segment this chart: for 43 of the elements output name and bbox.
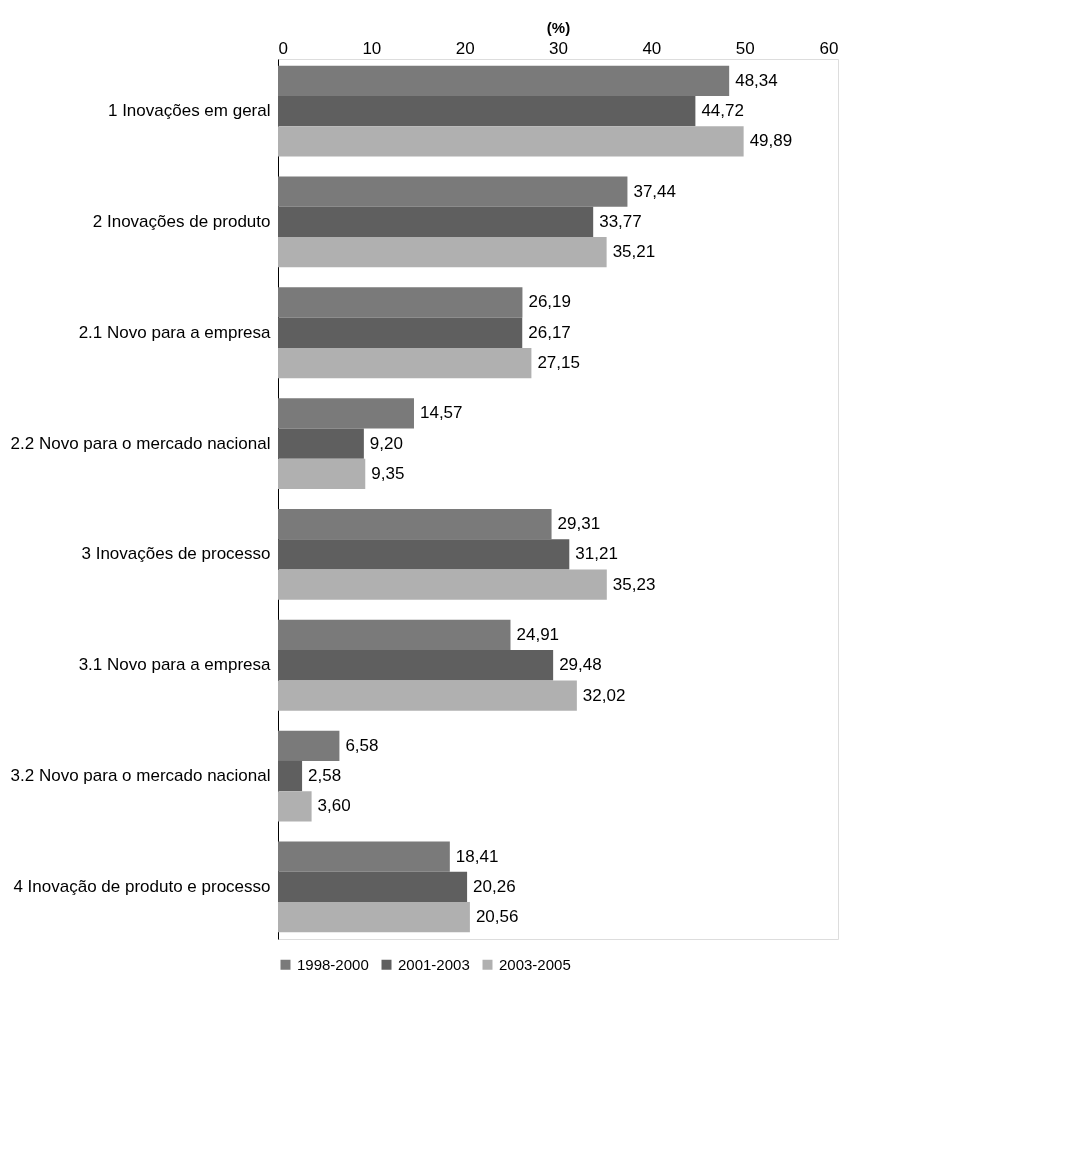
data-label: 29,31 — [557, 514, 601, 534]
y-tick-label: 2 Inovações de produto — [92, 211, 271, 231]
data-label: 14,57 — [419, 403, 463, 423]
data-label: 18,41 — [455, 846, 499, 866]
data-label: 9,35 — [371, 463, 405, 483]
data-label: 20,56 — [475, 907, 519, 927]
data-label: 6,58 — [345, 735, 379, 755]
y-tick-label: 3.2 Novo para o mercado nacional — [10, 766, 271, 786]
legend-label: 2003-2005 — [499, 955, 571, 973]
x-tick-label: 60 — [819, 38, 839, 58]
data-label: 24,91 — [516, 624, 560, 644]
data-label: 31,21 — [575, 544, 618, 564]
data-label: 27,15 — [537, 353, 580, 373]
data-label: 26,17 — [528, 322, 571, 342]
data-label: 20,26 — [473, 876, 516, 896]
data-label: 26,19 — [528, 292, 571, 312]
data-label: 35,23 — [612, 574, 656, 594]
data-label: 44,72 — [701, 101, 744, 121]
data-label: 49,89 — [749, 131, 793, 151]
data-label: 48,34 — [735, 70, 778, 90]
data-label: 33,77 — [599, 211, 642, 231]
data-label: 2,58 — [308, 766, 342, 786]
data-label: 29,48 — [559, 655, 602, 675]
data-label: 35,21 — [612, 242, 656, 262]
y-tick-label: 3.1 Novo para a empresa — [78, 655, 272, 675]
y-tick-label: 2.2 Novo para o mercado nacional — [10, 433, 271, 453]
y-tick-label: 4 Inovação de produto e processo — [13, 876, 271, 896]
legend-label: 2001-2003 — [398, 955, 470, 973]
data-label: 9,20 — [369, 433, 403, 453]
x-axis-title: (%) — [546, 18, 571, 36]
x-tick-label: 40 — [642, 38, 662, 58]
y-tick-label: 3 Inovações de processo — [81, 544, 271, 564]
y-tick-label: 2.1 Novo para a empresa — [78, 322, 272, 342]
x-tick-label: 20 — [455, 38, 475, 58]
data-label: 3,60 — [317, 796, 351, 816]
x-tick-label: 10 — [362, 38, 382, 58]
x-tick-label: 50 — [735, 38, 755, 58]
legend-label: 1998-2000 — [297, 955, 369, 973]
x-tick-label: 0 — [278, 38, 288, 58]
data-label: 37,44 — [633, 181, 676, 201]
x-tick-label: 30 — [549, 38, 568, 58]
data-label: 32,02 — [582, 685, 626, 705]
y-tick-label: 1 Inovações em geral — [107, 101, 271, 121]
